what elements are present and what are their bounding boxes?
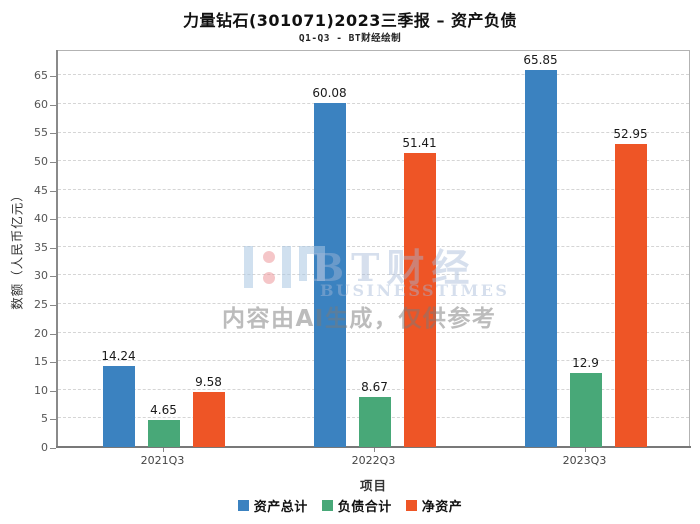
y-tick-label: 55 <box>34 126 48 140</box>
legend: 资产总计 负债合计 净资产 <box>0 496 700 515</box>
x-axis-spine <box>56 446 691 448</box>
bar <box>192 392 225 447</box>
bar-value-label: 12.9 <box>572 356 599 371</box>
legend-item: 负债合计 <box>321 496 392 515</box>
gridline <box>58 303 689 305</box>
x-tick-mark <box>373 448 375 452</box>
y-tick-label: 10 <box>34 383 48 397</box>
bar-value-label: 52.95 <box>613 127 648 142</box>
x-tick-label: 2021Q3 <box>140 454 185 467</box>
y-axis-spine <box>56 50 58 448</box>
legend-label: 负债合计 <box>337 500 392 515</box>
y-tick-mark <box>50 419 56 421</box>
gridline <box>58 245 689 247</box>
y-tick-mark <box>50 276 56 278</box>
gridline <box>58 217 689 219</box>
y-tick-mark <box>50 76 56 78</box>
x-tick-mark <box>584 448 586 452</box>
y-tick-mark <box>50 162 56 164</box>
legend-swatch <box>405 500 417 511</box>
y-tick-mark <box>50 390 56 392</box>
legend-item: 资产总计 <box>237 496 308 515</box>
y-tick-label: 5 <box>41 412 48 426</box>
bar-value-label: 51.41 <box>402 136 437 151</box>
bar <box>403 153 436 447</box>
gridline <box>58 360 689 362</box>
y-tick-label: 40 <box>34 212 48 226</box>
bar-value-label: 14.24 <box>101 348 136 363</box>
y-tick-mark <box>50 104 56 106</box>
y-tick-mark <box>50 190 56 192</box>
bar <box>569 373 602 447</box>
y-tick-label: 45 <box>34 183 48 197</box>
y-tick-label: 30 <box>34 269 48 283</box>
y-tick-mark <box>50 247 56 249</box>
legend-item: 净资产 <box>405 496 463 515</box>
y-tick-label: 60 <box>34 97 48 111</box>
y-tick-label: 65 <box>34 69 48 83</box>
legend-swatch <box>321 500 333 511</box>
gridline <box>58 274 689 276</box>
gridline <box>58 131 689 133</box>
legend-label: 净资产 <box>421 500 463 515</box>
y-tick-mark <box>50 448 56 449</box>
gridline <box>58 188 689 190</box>
x-tick-label: 2022Q3 <box>351 454 396 467</box>
y-tick-mark <box>50 133 56 135</box>
gridline <box>58 388 689 390</box>
bar-value-label: 65.85 <box>523 53 558 68</box>
legend-swatch <box>237 500 249 511</box>
y-tick-label: 50 <box>34 155 48 169</box>
bar <box>614 144 647 447</box>
gridline <box>58 102 689 104</box>
y-tick-label: 35 <box>34 240 48 254</box>
y-tick-mark <box>50 362 56 364</box>
bar <box>313 103 346 447</box>
chart-title: 力量钻石(301071)2023三季报 – 资产负债 <box>182 11 518 30</box>
x-tick-mark <box>162 448 164 452</box>
y-tick-label: 20 <box>34 326 48 340</box>
bar <box>147 420 180 447</box>
y-tick-label: 0 <box>41 441 48 454</box>
bar <box>524 70 557 447</box>
gridline <box>58 160 689 162</box>
gridline <box>58 74 689 76</box>
bar-value-label: 9.58 <box>195 375 222 390</box>
chart-subtitle: Q1-Q3 - BT财经绘制 <box>298 33 402 44</box>
bar-value-label: 8.67 <box>361 380 388 395</box>
y-tick-mark <box>50 305 56 307</box>
bar <box>358 397 391 447</box>
bar <box>102 365 135 447</box>
x-tick-label: 2023Q3 <box>562 454 607 467</box>
x-axis-label: 项目 <box>359 478 387 493</box>
y-tick-label: 25 <box>34 298 48 312</box>
y-tick-mark <box>50 219 56 221</box>
bar-value-label: 60.08 <box>312 86 347 101</box>
bar-value-label: 4.65 <box>150 403 177 418</box>
plot-area: 14.24 4.65 9.58 60.08 8.67 51.41 65.85 12.9 52.9… <box>57 50 690 448</box>
y-tick-mark <box>50 333 56 335</box>
y-tick-label: 15 <box>34 355 48 369</box>
legend-label: 资产总计 <box>253 500 308 515</box>
gridline <box>58 331 689 333</box>
